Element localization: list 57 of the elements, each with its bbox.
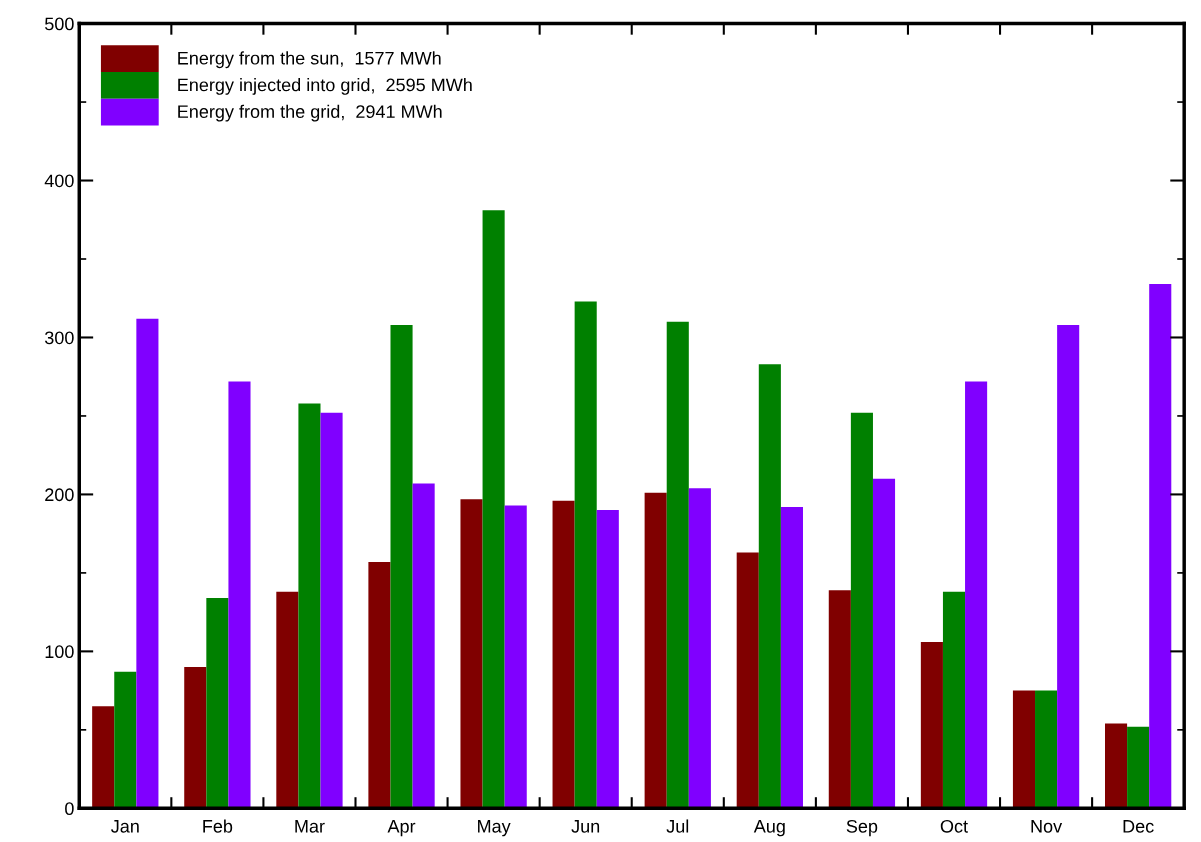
bar: [1057, 324, 1080, 809]
bar: [1127, 726, 1150, 809]
y-tick-label: 400: [44, 174, 74, 188]
bar: [482, 210, 505, 809]
bar: [1105, 723, 1128, 809]
y-tick-label: 300: [44, 331, 74, 345]
bar: [688, 488, 711, 809]
bar: [92, 706, 115, 809]
bar: [596, 510, 619, 809]
x-tick-label: Feb: [203, 819, 233, 833]
bar: [965, 381, 988, 809]
bar: [1149, 284, 1172, 809]
bar: [412, 483, 435, 809]
bar: [114, 671, 137, 809]
legend-label: Energy injected into grid, 2595 MWh: [178, 78, 472, 95]
x-tick-label: Aug: [753, 820, 785, 837]
bar: [1035, 690, 1058, 809]
bar: [460, 499, 483, 809]
bar: [368, 561, 391, 809]
y-tick-label: 100: [45, 645, 74, 659]
bar: [184, 667, 207, 809]
x-tick-label: Apr: [387, 820, 416, 837]
y-tick-label: 500: [45, 17, 74, 31]
bar: [666, 321, 689, 809]
bar: [758, 364, 781, 809]
bar: [574, 301, 597, 809]
bar: [206, 598, 229, 809]
x-tick-label: May: [478, 820, 511, 837]
y-tick-label: 200: [45, 488, 74, 502]
bar: [136, 318, 159, 809]
x-tick-label: Mar: [295, 820, 325, 833]
x-tick-label: Jun: [571, 820, 600, 833]
bar: [390, 324, 413, 809]
y-tick-label: 0: [65, 802, 74, 816]
x-tick-label: Nov: [1031, 820, 1063, 833]
bar: [320, 412, 343, 809]
bar: [828, 590, 851, 809]
bar: [942, 591, 966, 809]
x-tick-label: Jan: [111, 820, 139, 833]
bar: [298, 403, 321, 809]
bar: [780, 506, 803, 809]
bar: [850, 412, 873, 809]
bar: [872, 478, 896, 809]
bar: [644, 492, 667, 809]
legend-label: Energy from the grid, 2941 MWh: [178, 104, 442, 122]
x-tick-label: Oct: [940, 819, 968, 833]
bar: [736, 552, 759, 809]
bar: [228, 381, 251, 809]
bar: [552, 500, 575, 809]
x-tick-label: Jul: [666, 819, 689, 833]
x-tick-label: Dec: [1123, 820, 1154, 833]
bar: [504, 505, 527, 809]
bar: [920, 641, 943, 809]
bar: [276, 591, 299, 809]
legend-label: Energy from the sun, 1577 MWh: [178, 51, 441, 69]
x-tick-label: Sep: [846, 819, 878, 837]
bar: [1012, 690, 1036, 809]
